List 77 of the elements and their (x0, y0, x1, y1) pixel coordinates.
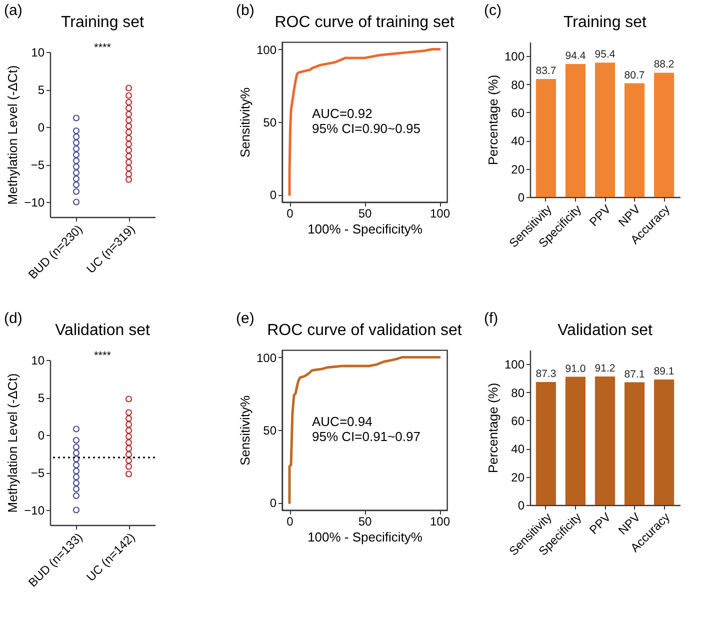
line-series (288, 356, 441, 504)
data-label: 87.1 (624, 368, 645, 380)
text: (e) (236, 310, 254, 327)
y-tick-label: 0 (518, 190, 525, 204)
data-label: 83.7 (536, 65, 556, 78)
y-axis-title: Percentage (%) (485, 382, 500, 474)
data-label: 89.1 (654, 365, 674, 378)
bar (536, 79, 556, 197)
y-tick-label: −10 (24, 504, 45, 518)
y-tick-label: 0 (270, 496, 277, 510)
y-tick-label: 40 (511, 134, 525, 148)
y-tick-label: 80 (511, 78, 525, 92)
y-tick-label: 20 (511, 470, 525, 484)
x-tick-label: 100 (430, 514, 450, 528)
y-tick-label: 5 (38, 391, 45, 405)
y-axis-title: Methylation Level (-ΔCt) (5, 65, 20, 205)
data-label: 94.4 (565, 50, 586, 62)
bar (624, 83, 645, 197)
y-tick-label: 40 (511, 442, 525, 456)
y-tick-label: 20 (511, 162, 525, 176)
chart-title: Training set (61, 14, 145, 31)
annotation: 95% CI=0.91~0.97 (312, 429, 420, 444)
y-tick-label: 0 (270, 188, 277, 202)
chart-title: ROC curve of validation set (267, 322, 462, 339)
x-axis-title: 100% - Specificity% (308, 530, 423, 544)
y-tick-label: 5 (38, 83, 45, 97)
annotation: **** (94, 42, 112, 54)
annotation: **** (94, 350, 112, 362)
line-series (288, 48, 441, 196)
data-label: 95.4 (594, 48, 616, 61)
text: (b) (236, 2, 254, 19)
bar (565, 64, 586, 197)
bar (594, 62, 616, 197)
text: (c) (484, 2, 502, 19)
x-tick-label: 0 (286, 514, 294, 528)
y-tick-label: 10 (31, 46, 45, 60)
y-tick-label: 50 (263, 116, 277, 130)
data-label: 80.7 (624, 69, 645, 82)
y-axis-title: Sensitivity% (237, 395, 252, 466)
y-tick-label: 60 (511, 414, 525, 428)
x-tick-label: 50 (358, 206, 372, 220)
chart-title: ROC curve of training set (274, 14, 455, 31)
text: (d) (4, 310, 22, 327)
y-tick-label: 100 (256, 350, 277, 365)
chart-title: Training set (564, 14, 648, 31)
data-label: 88.2 (654, 58, 674, 71)
chart-title: Validation set (55, 322, 150, 339)
y-tick-label: 100 (256, 42, 277, 57)
data-label: 91.2 (594, 362, 616, 374)
y-tick-label: −5 (30, 466, 45, 480)
y-axis-title: Methylation Level (-ΔCt) (5, 373, 20, 513)
y-tick-label: 0 (38, 120, 45, 134)
text: (a) (4, 2, 22, 19)
y-axis-title: Percentage (%) (485, 74, 500, 166)
y-tick-label: 0 (38, 428, 45, 442)
y-tick-label: 0 (518, 498, 525, 512)
y-tick-label: 50 (263, 424, 277, 438)
x-tick-label: 100 (430, 206, 450, 220)
y-tick-label: −10 (24, 196, 45, 210)
y-tick-label: 100 (504, 358, 525, 372)
y-tick-label: 60 (511, 106, 525, 120)
y-tick-label: 100 (504, 50, 525, 64)
text: (f) (484, 310, 498, 327)
y-axis-title: Sensitivity% (237, 87, 252, 158)
y-tick-label: −5 (30, 158, 45, 172)
annotation: 95% CI=0.90~0.95 (312, 121, 420, 136)
annotation: AUC=0.92 (312, 106, 372, 121)
annotation: AUC=0.94 (312, 414, 372, 429)
x-tick-label: 0 (286, 206, 294, 220)
data-label: 87.3 (536, 368, 556, 380)
data-label: 91.0 (565, 362, 586, 375)
y-tick-label: 80 (511, 386, 525, 400)
chart-title: Validation set (558, 322, 653, 339)
y-tick-label: 10 (31, 354, 45, 368)
x-tick-label: 50 (358, 514, 372, 528)
bar (654, 72, 674, 197)
x-axis-title: 100% - Specificity% (308, 222, 423, 236)
